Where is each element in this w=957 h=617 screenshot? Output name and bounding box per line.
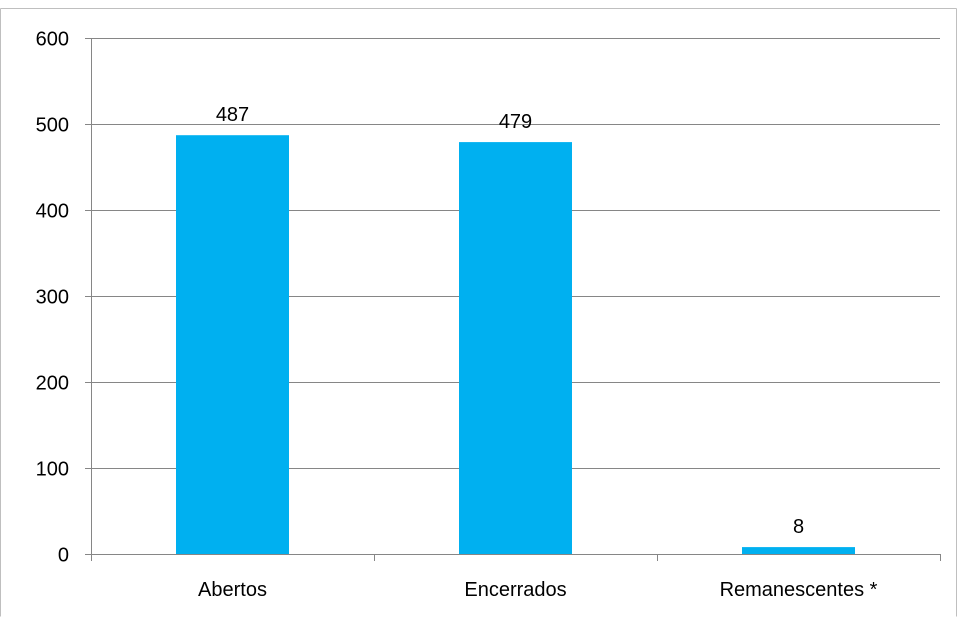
data-labels: 487 479 8 <box>216 104 804 538</box>
bar-encerrados <box>459 142 572 554</box>
x-tick-label-0: Abertos <box>198 579 267 601</box>
y-tick-label-600: 600 <box>36 29 69 51</box>
data-label-1: 479 <box>499 111 532 133</box>
x-tick-label-2: Remanescentes * <box>720 579 878 601</box>
x-tick-label-1: Encerrados <box>464 579 566 601</box>
data-label-2: 8 <box>793 516 804 538</box>
y-tick-label-200: 200 <box>36 373 69 395</box>
y-tick-label-100: 100 <box>36 459 69 481</box>
y-axis-ticks: 0 100 200 300 400 500 600 <box>36 29 91 567</box>
x-axis-labels: Abertos Encerrados Remanescentes * <box>198 579 878 601</box>
y-tick-label-400: 400 <box>36 201 69 223</box>
bars <box>176 135 855 554</box>
axes <box>91 38 941 561</box>
y-tick-label-0: 0 <box>58 545 69 567</box>
y-tick-label-500: 500 <box>36 115 69 137</box>
y-tick-label-300: 300 <box>36 287 69 309</box>
data-label-0: 487 <box>216 104 249 126</box>
bar-abertos <box>176 135 289 554</box>
bar-remanescentes <box>742 547 855 554</box>
